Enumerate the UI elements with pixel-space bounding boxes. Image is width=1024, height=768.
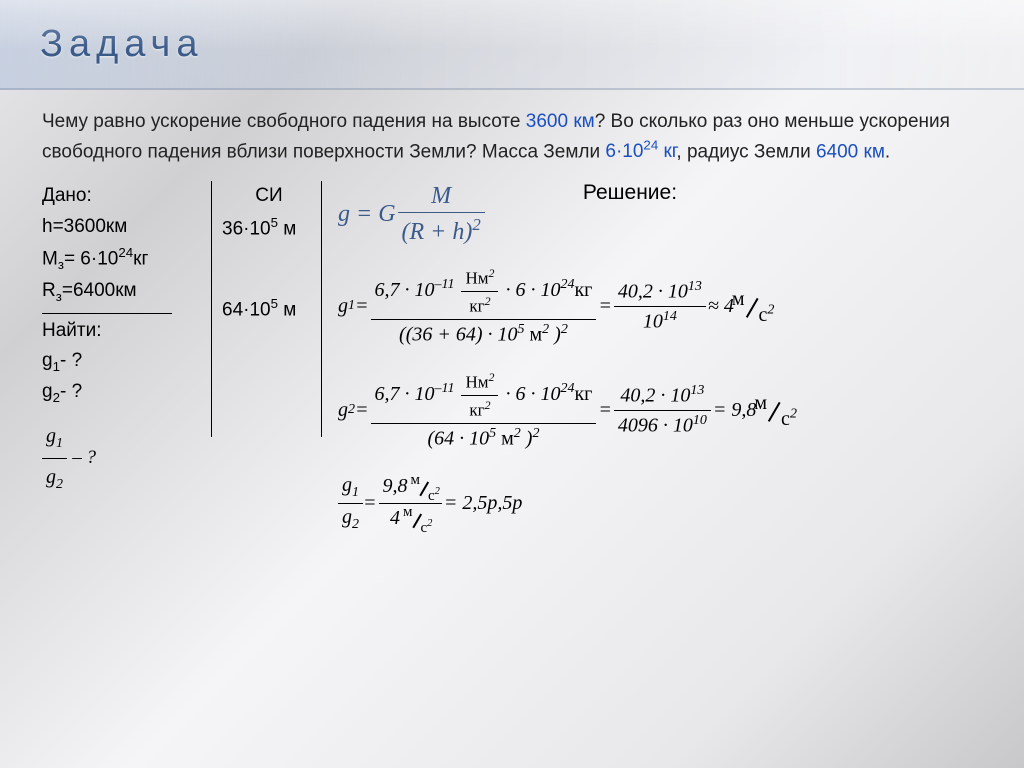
problem-part-1a: Чему равно ускорение свободного падения … [42, 111, 526, 132]
calc-column: Решение: g = G M (R + h)2 g1 = 6,7 · 10–… [322, 181, 982, 557]
given-m: Mз= 6·1024кг [42, 242, 196, 275]
problem-part-1d: . [885, 141, 890, 162]
si-r: 64·105 м [222, 293, 316, 326]
problem-text: Чему равно ускорение свободного падения … [42, 108, 982, 165]
given-column: Дано: h=3600км Mз= 6·1024кг Rз=6400км На… [42, 181, 212, 557]
given-h: h=3600км [42, 212, 196, 242]
divider-2 [321, 181, 323, 437]
find-g1: g1- ? [42, 346, 196, 377]
calc-g2: g2 = 6,7 · 10–11 Нм2кг2 · 6 · 1024кг (64… [338, 370, 982, 450]
calc-g1: g1 = 6,7 · 10–11 Нм2кг2 · 6 · 1024кг ((3… [338, 266, 982, 346]
calc-ratio: g1g2 = 9,8 мс2 4 мс2 = 2,5р,5р [338, 474, 982, 533]
slide-title: Задача [40, 23, 204, 66]
value-radius: 6400 км [816, 141, 885, 162]
given-separator [42, 313, 172, 314]
problem-part-1c: , радиус Земли [676, 141, 816, 162]
solving-block: Дано: h=3600км Mз= 6·1024кг Rз=6400км На… [42, 181, 982, 557]
value-mass: 6·1024 кг [605, 141, 676, 162]
find-label: Найти: [42, 316, 196, 346]
title-bar: Задача [0, 0, 1024, 90]
si-h: 36·105 м [222, 212, 316, 245]
slide-content: Чему равно ускорение свободного падения … [0, 90, 1024, 567]
value-height: 3600 км [526, 111, 595, 132]
find-g2: g2- ? [42, 377, 196, 408]
given-r: Rз=6400км [42, 276, 196, 307]
si-column: СИ 36·105 м 64·105 м [212, 181, 322, 557]
find-ratio: g1g2 – ? [42, 420, 196, 496]
given-label: Дано: [42, 181, 196, 211]
si-label: СИ [222, 181, 316, 211]
